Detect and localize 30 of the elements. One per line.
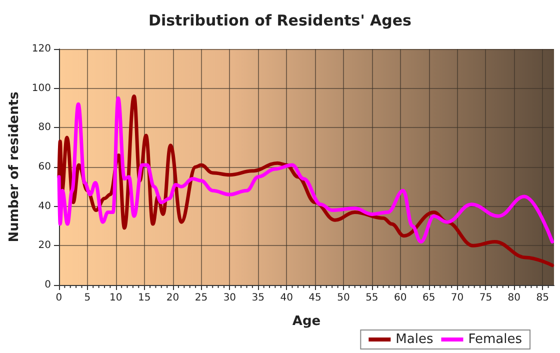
x-tick-label: 30	[223, 292, 236, 304]
legend-label: Females	[468, 332, 522, 347]
x-tick-label: 10	[110, 292, 122, 304]
y-tick-label: 0	[44, 280, 51, 290]
x-tick-label: 80	[508, 292, 521, 304]
x-tick-label: 85	[536, 292, 549, 304]
y-tick-label: 80	[38, 122, 51, 134]
x-tick-label: 45	[308, 292, 322, 304]
x-tick-label: 70	[450, 292, 464, 304]
y-tick-label: 40	[38, 200, 51, 212]
x-tick-label: 25	[194, 292, 208, 304]
x-tick-label: 5	[84, 292, 91, 304]
x-tick-label: 0	[56, 292, 62, 304]
x-tick-label: 35	[252, 292, 264, 304]
y-tick-label: 120	[32, 44, 51, 54]
y-tick-label: 60	[38, 162, 51, 172]
x-tick-label: 60	[394, 292, 407, 304]
legend-label: Males	[396, 332, 434, 347]
y-tick-label: 100	[32, 82, 51, 94]
x-axis-title: Age	[292, 314, 321, 329]
x-tick-label: 20	[166, 292, 180, 304]
y-tick-label: 20	[38, 240, 51, 252]
x-tick-label: 75	[479, 292, 492, 304]
x-tick-label: 50	[337, 292, 350, 304]
x-tick-label: 15	[138, 292, 151, 304]
x-tick-label: 65	[422, 292, 436, 304]
y-axis-title: Number of residents	[7, 91, 22, 242]
chart-title: Distribution of Residents' Ages	[148, 12, 412, 30]
x-tick-label: 40	[280, 292, 293, 304]
x-tick-label: 55	[366, 292, 378, 304]
